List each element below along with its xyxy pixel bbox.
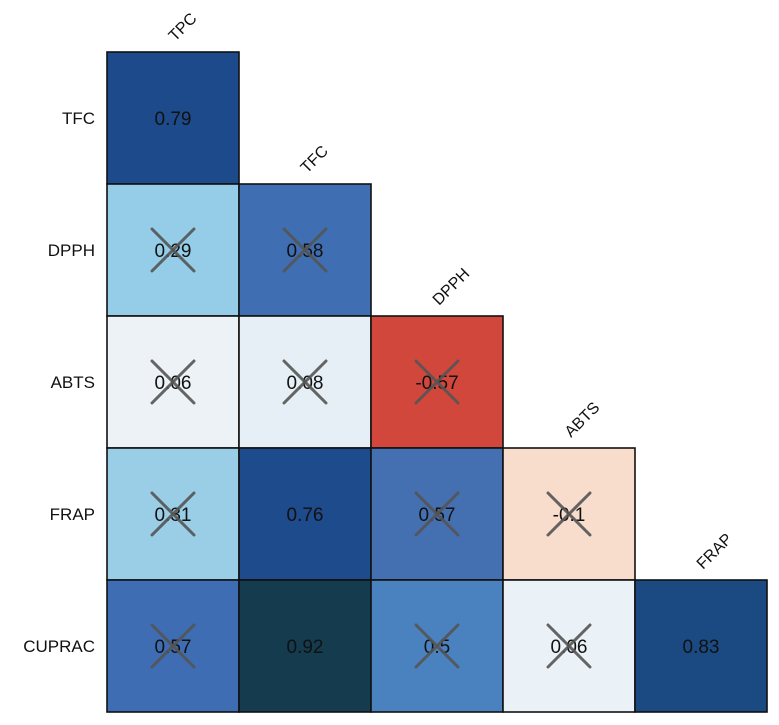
cell-rect	[634, 579, 768, 713]
insignificant-cross-icon	[150, 359, 196, 405]
cell-rect	[106, 579, 240, 713]
cell-frap-tpc: 0.31	[106, 447, 240, 581]
cell-cuprac-abts: 0.06	[502, 579, 636, 713]
row-label-dpph: DPPH	[48, 241, 95, 260]
insignificant-cross-icon	[414, 359, 460, 405]
cell-tfc-tpc: 0.79	[106, 51, 240, 185]
row-label-frap: FRAP	[50, 505, 95, 524]
cell-cuprac-tpc: 0.57	[106, 579, 240, 713]
column-label-dpph: DPPH	[430, 265, 473, 308]
cell-dpph-tpc: 0.29	[106, 183, 240, 317]
cell-rect	[238, 579, 372, 713]
heatmap-cells: 0.790.290.580.060.08-0.570.310.760.57-0.…	[106, 51, 768, 713]
insignificant-cross-icon	[546, 623, 592, 669]
cell-abts-tpc: 0.06	[106, 315, 240, 449]
insignificant-cross-icon	[282, 359, 328, 405]
cell-value: 0.92	[287, 637, 324, 658]
cell-rect	[238, 447, 372, 581]
row-label-cuprac: CUPRAC	[23, 637, 95, 656]
cell-value: 0.76	[287, 505, 324, 526]
cell-cuprac-frap: 0.83	[634, 579, 768, 713]
insignificant-cross-icon	[414, 623, 460, 669]
cell-frap-tfc: 0.76	[238, 447, 372, 581]
row-label-abts: ABTS	[51, 373, 95, 392]
cell-rect	[106, 51, 240, 185]
cell-frap-abts: -0.1	[502, 447, 636, 581]
column-label-abts: ABTS	[562, 399, 604, 441]
cell-dpph-tfc: 0.58	[238, 183, 372, 317]
insignificant-cross-icon	[546, 491, 592, 537]
cell-value: 0.79	[155, 109, 192, 130]
column-label-tfc: TFC	[298, 143, 332, 177]
insignificant-cross-icon	[150, 623, 196, 669]
row-labels: TFC DPPH ABTS FRAP CUPRAC	[23, 109, 95, 656]
cell-abts-dpph: -0.57	[370, 315, 504, 449]
row-label-tfc: TFC	[62, 109, 95, 128]
column-label-tpc: TPC	[166, 10, 201, 45]
insignificant-cross-icon	[414, 491, 460, 537]
column-label-frap: FRAP	[694, 531, 736, 573]
insignificant-cross-icon	[150, 491, 196, 537]
insignificant-cross-icon	[150, 227, 196, 273]
cell-cuprac-dpph: 0.5	[370, 579, 504, 713]
cell-frap-dpph: 0.57	[370, 447, 504, 581]
cell-value: 0.83	[683, 637, 720, 658]
cell-cuprac-tfc: 0.92	[238, 579, 372, 713]
insignificant-cross-icon	[282, 227, 328, 273]
cell-abts-tfc: 0.08	[238, 315, 372, 449]
